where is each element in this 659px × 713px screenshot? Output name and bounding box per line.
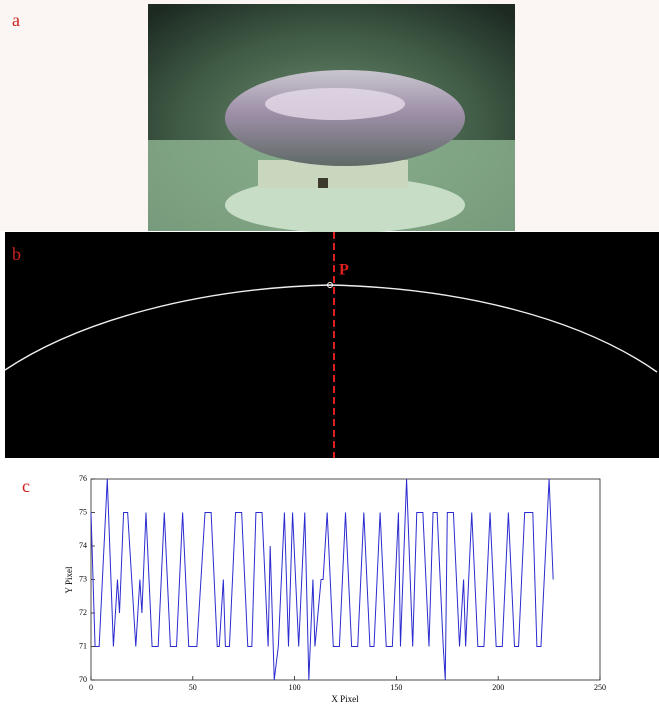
figure: a P b c X Pixel Y Pixel 0 50 100 150 200 250 7… xyxy=(0,0,659,708)
y-tick-label: 76 xyxy=(79,474,87,483)
annotation: P xyxy=(339,262,349,279)
x-tick-label: 200 xyxy=(492,683,504,692)
x-tick-label: 100 xyxy=(289,683,301,692)
photo xyxy=(148,4,515,233)
y-tick-label: 75 xyxy=(79,507,87,516)
x-axis-label: X Pixel xyxy=(331,694,359,704)
y-axis-label: Y Pixel xyxy=(64,566,74,593)
y-tick-label: 72 xyxy=(79,608,87,617)
y-tick-label: 70 xyxy=(79,675,87,684)
panel-label: a xyxy=(12,10,20,30)
panel-label: c xyxy=(22,476,30,496)
x-tick-label: 0 xyxy=(89,683,93,692)
y-tick-label: 73 xyxy=(79,574,87,583)
y-tick-label: 74 xyxy=(79,541,87,550)
x-tick-label: 50 xyxy=(189,683,197,692)
x-tick-label: 150 xyxy=(390,683,402,692)
edge-image xyxy=(5,232,659,458)
x-tick-label: 250 xyxy=(594,683,606,692)
y-tick-label: 71 xyxy=(79,641,87,650)
panel-label: b xyxy=(12,244,21,264)
